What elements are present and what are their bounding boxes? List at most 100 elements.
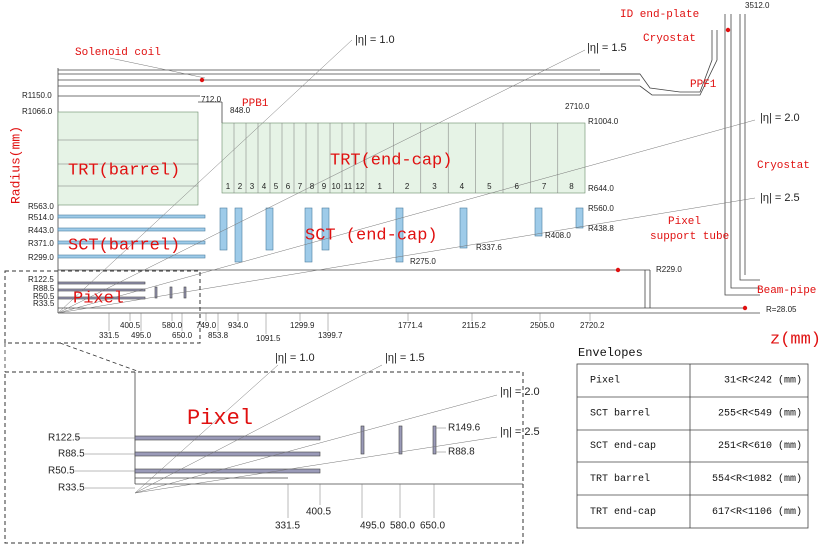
label: |η| = 2.5 [500, 426, 540, 438]
label: R443.0 [28, 226, 54, 235]
label: |η| = 2.5 [760, 192, 800, 204]
label: R438.8 [588, 224, 614, 233]
label: 11 [344, 182, 353, 191]
label: 934.0 [228, 321, 249, 330]
label: R644.0 [588, 184, 614, 193]
label: 31<R<242 (mm) [724, 375, 802, 387]
label: 712.0 [201, 95, 222, 104]
label: 9 [322, 182, 327, 191]
label: 495.0 [360, 521, 385, 532]
label: 3512.0 [745, 1, 770, 10]
label: R371.0 [28, 239, 54, 248]
label: R560.0 [588, 204, 614, 213]
label: R408.0 [545, 231, 571, 240]
label: R563.0 [28, 202, 54, 211]
label: SCT end-cap [590, 440, 656, 452]
label: TRT(barrel) [68, 161, 180, 180]
label: R88.5 [33, 284, 55, 293]
label: 5 [487, 182, 492, 191]
label: PPB1 [242, 98, 269, 110]
label: 3 [250, 182, 255, 191]
label: R149.6 [448, 423, 481, 434]
label: 5 [274, 182, 279, 191]
label: 12 [356, 182, 365, 191]
label: TRT(end-cap) [330, 151, 452, 170]
label: 1 [377, 182, 382, 191]
label: 495.0 [131, 331, 152, 340]
label: 255<R<549 (mm) [718, 407, 802, 419]
label: Beam-pipe [757, 285, 816, 297]
label: 3 [432, 182, 437, 191]
label: R1150.0 [22, 91, 52, 100]
label: |η| = 1.0 [275, 352, 315, 364]
label: 8 [310, 182, 315, 191]
label: R275.0 [410, 257, 436, 266]
label: 617<R<1106 (mm) [712, 506, 802, 518]
label: 1399.7 [318, 331, 343, 340]
label: SCT (end-cap) [305, 226, 438, 245]
label: R88.8 [448, 447, 475, 458]
label: Envelopes [578, 346, 643, 360]
label: 853.8 [208, 331, 229, 340]
label: R229.0 [656, 265, 682, 274]
label: SCT barrel [590, 407, 650, 419]
label: Solenoid coil [75, 47, 161, 59]
label: PPF1 [690, 79, 717, 91]
label: 580.0 [390, 521, 415, 532]
label: 7 [298, 182, 303, 191]
label: R299.0 [28, 253, 54, 262]
label: 10 [332, 182, 341, 191]
label: 4 [460, 182, 465, 191]
label: 2 [238, 182, 243, 191]
label: 1091.5 [256, 334, 281, 343]
label: Pixel [73, 289, 124, 308]
label: 6 [514, 182, 519, 191]
label: 400.5 [120, 321, 141, 330]
label: support tube [650, 231, 729, 243]
label: TRT barrel [590, 473, 650, 485]
label: |η| = 1.5 [587, 42, 627, 54]
label: Cryostat [757, 160, 810, 172]
label: ID end-plate [620, 9, 699, 21]
label: Radius(mm) [8, 126, 23, 204]
label: |η| = 2.0 [760, 112, 800, 124]
label: Pixel [668, 216, 701, 228]
label: |η| = 2.0 [500, 386, 540, 398]
geometry [4, 14, 809, 544]
label: 650.0 [172, 331, 193, 340]
label: 749.0 [196, 321, 217, 330]
label: 8 [569, 182, 574, 191]
label: 7 [542, 182, 547, 191]
label: |η| = 1.5 [385, 352, 425, 364]
label: 650.0 [420, 521, 445, 532]
label: 580.0 [162, 321, 183, 330]
label: |η| = 1.0 [355, 34, 395, 46]
label: TRT end-cap [590, 506, 656, 518]
label: R50.5 [33, 292, 55, 301]
label: 2115.2 [462, 321, 486, 330]
label: 1299.9 [290, 321, 315, 330]
label: R122.5 [28, 275, 54, 284]
label: R337.6 [476, 243, 502, 252]
label: 2 [405, 182, 410, 191]
label: Cryostat [643, 33, 696, 45]
label: 2720.2 [580, 321, 605, 330]
label: SCT(barrel) [68, 236, 180, 255]
label: R1004.0 [588, 117, 619, 126]
label: 2710.0 [565, 102, 590, 111]
label: 331.5 [99, 331, 120, 340]
label: z(mm) [770, 330, 821, 349]
label: R50.5 [48, 466, 75, 477]
label: R514.0 [28, 213, 54, 222]
label: 251<R<610 (mm) [718, 440, 802, 452]
label: 554<R<1082 (mm) [712, 473, 802, 485]
label: R=28.05 [766, 305, 797, 314]
label: R33.5 [33, 299, 55, 308]
label: 6 [286, 182, 291, 191]
label: 1 [226, 182, 231, 191]
label: R122.5 [48, 433, 81, 444]
label: R33.5 [58, 483, 85, 494]
label: 1771.4 [398, 321, 423, 330]
label: R1066.0 [22, 107, 53, 116]
